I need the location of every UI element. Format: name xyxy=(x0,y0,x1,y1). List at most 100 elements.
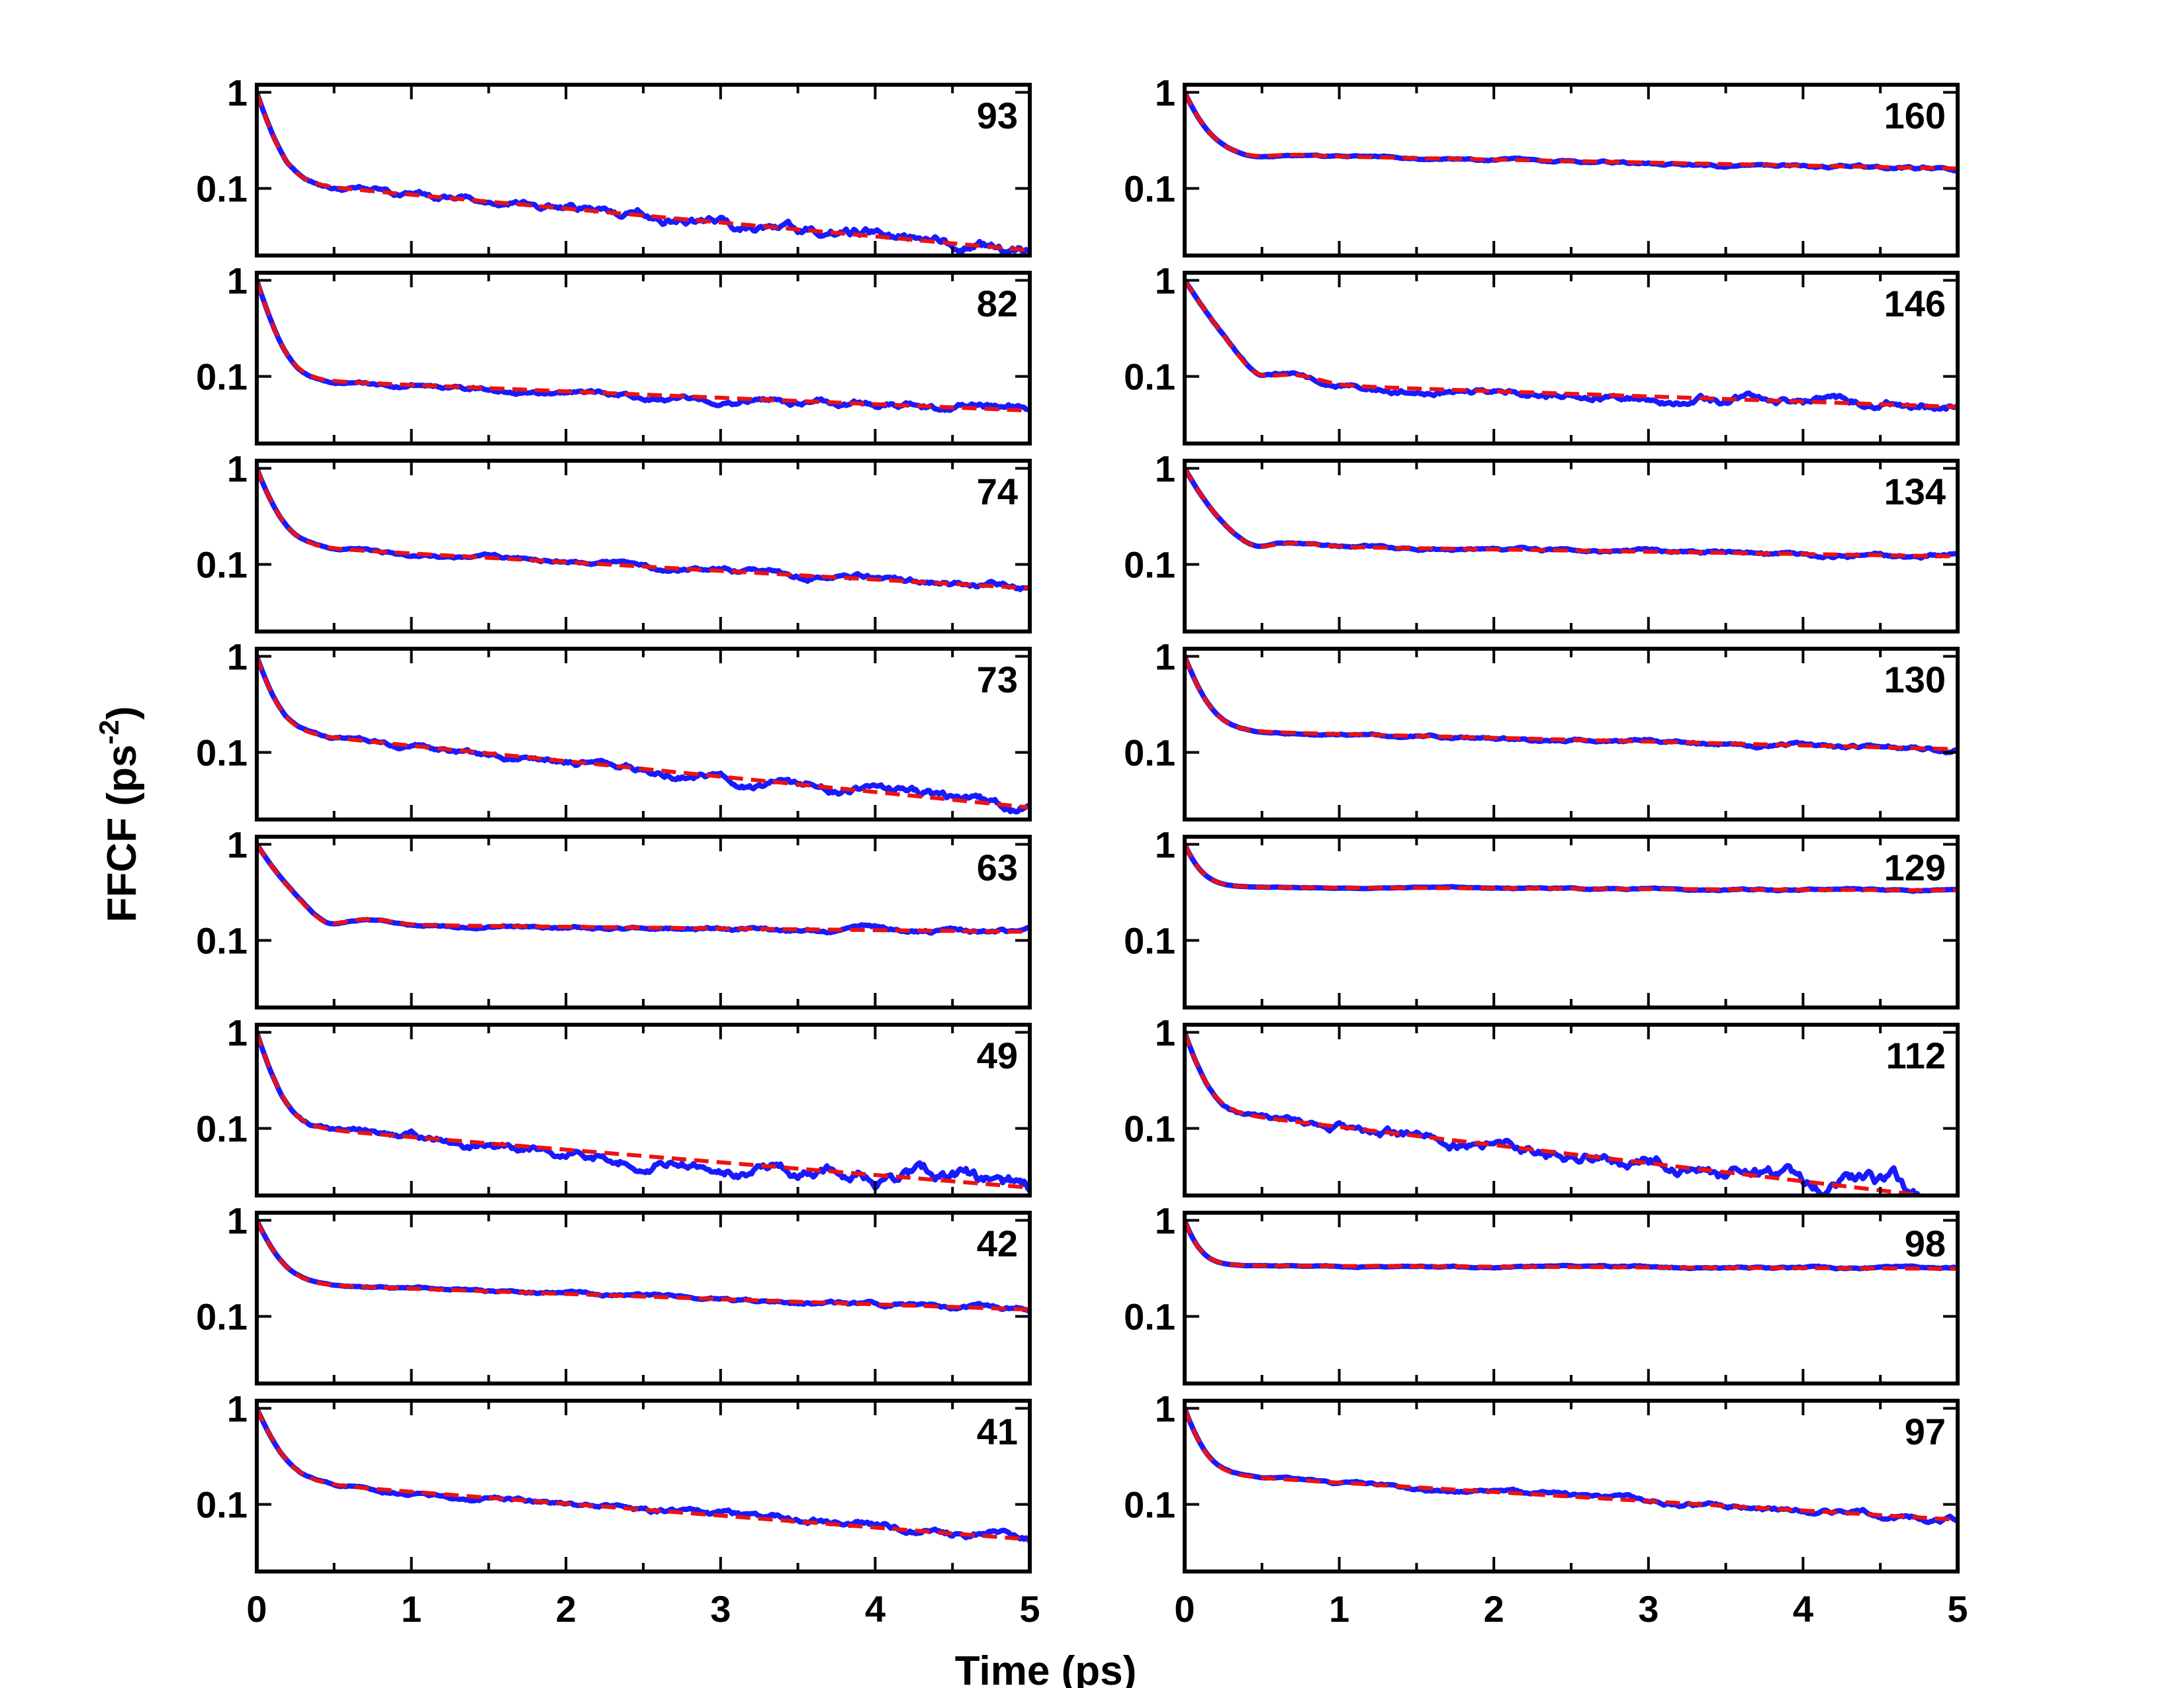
simulation-line-160 xyxy=(1185,89,1958,173)
fit-line-63 xyxy=(257,843,1030,934)
panel-97: 1 0.1 97 0 1 2 3 4 5 xyxy=(1124,1387,1968,1630)
panel-frame-98 xyxy=(1183,1211,1960,1385)
panel-label-73: 73 xyxy=(977,659,1018,700)
y-tick-label: 0.1 xyxy=(196,1108,248,1150)
panel-label-82: 82 xyxy=(977,283,1018,324)
panel-frame-93 xyxy=(255,83,1032,258)
fit-line-73 xyxy=(257,655,1030,810)
panel-label-97: 97 xyxy=(1905,1411,1946,1452)
fit-line-112 xyxy=(1185,1031,1941,1196)
panel-label-74: 74 xyxy=(977,471,1018,512)
panel-label-160: 160 xyxy=(1884,95,1946,136)
y-tick-label: 1 xyxy=(1155,71,1175,113)
y-tick-label: 0.1 xyxy=(196,356,248,398)
panel-74: 1 0.1 74 xyxy=(196,447,1032,633)
x-tick-label: 2 xyxy=(556,1588,576,1630)
y-tick-label: 1 xyxy=(1155,635,1175,677)
fit-line-82 xyxy=(257,279,1030,413)
simulation-line-129 xyxy=(1185,841,1958,894)
fit-line-146 xyxy=(1185,279,1958,409)
y-tick-label: 1 xyxy=(1155,1387,1175,1429)
y-tick-label: 1 xyxy=(1155,447,1175,489)
x-tick-label: 3 xyxy=(710,1588,731,1630)
y-tick-label: 1 xyxy=(227,635,248,677)
simulation-line-74 xyxy=(257,465,1030,592)
panel-frame-74 xyxy=(255,459,1032,633)
panel-160: 1 0.1 160 xyxy=(1124,71,1960,258)
fit-line-42 xyxy=(257,1219,1030,1312)
x-tick-label: 0 xyxy=(1174,1588,1195,1630)
y-tick-label: 0.1 xyxy=(1124,920,1175,962)
x-tick-label: 2 xyxy=(1484,1588,1504,1630)
panel-42: 1 0.1 42 xyxy=(196,1199,1032,1385)
fit-line-74 xyxy=(257,467,1030,590)
x-tick-label: 4 xyxy=(1793,1588,1813,1630)
panel-130: 1 0.1 130 xyxy=(1124,635,1960,821)
panel-146: 1 0.1 146 xyxy=(1124,259,1960,445)
fit-line-130 xyxy=(1185,655,1958,751)
panel-frame-129 xyxy=(1183,835,1960,1009)
y-tick-label: 0.1 xyxy=(196,920,248,962)
simulation-line-73 xyxy=(257,653,1030,815)
panel-label-42: 42 xyxy=(977,1223,1018,1264)
fit-line-97 xyxy=(1185,1407,1958,1522)
fit-line-49 xyxy=(257,1031,1030,1190)
y-tick-label: 0.1 xyxy=(196,1296,248,1338)
panel-frame-112 xyxy=(1183,1023,1960,1197)
y-tick-label: 1 xyxy=(227,1199,248,1241)
y-axis-title-main: FFCF (ps xyxy=(99,745,145,923)
panel-label-146: 146 xyxy=(1884,283,1946,324)
panel-frame-97 xyxy=(1183,1399,1960,1573)
x-tick-label: 5 xyxy=(1947,1588,1968,1630)
x-tick-label: 4 xyxy=(865,1588,886,1630)
y-tick-label: 0.1 xyxy=(1124,544,1175,586)
y-tick-label: 1 xyxy=(1155,1199,1175,1241)
simulation-line-134 xyxy=(1185,465,1958,561)
y-tick-label: 1 xyxy=(227,71,248,113)
y-tick-label: 0.1 xyxy=(196,168,248,210)
panel-label-130: 130 xyxy=(1884,659,1946,700)
panel-label-63: 63 xyxy=(977,847,1018,888)
panel-frame-160 xyxy=(1183,83,1960,258)
simulation-line-93 xyxy=(257,89,1030,256)
y-tick-label: 1 xyxy=(227,447,248,489)
fit-line-129 xyxy=(1185,843,1958,893)
simulation-line-41 xyxy=(257,1405,1030,1544)
fit-line-98 xyxy=(1185,1219,1958,1271)
fit-line-93 xyxy=(257,91,1030,253)
y-tick-label: 1 xyxy=(227,823,248,865)
y-tick-label: 1 xyxy=(227,259,248,301)
panel-label-134: 134 xyxy=(1884,471,1946,512)
simulation-line-97 xyxy=(1185,1405,1958,1525)
panel-label-49: 49 xyxy=(977,1035,1018,1076)
panel-label-41: 41 xyxy=(977,1411,1018,1452)
y-tick-label: 0.1 xyxy=(1124,168,1175,210)
simulation-line-112 xyxy=(1185,1029,1922,1196)
panel-134: 1 0.1 134 xyxy=(1124,447,1960,633)
panel-73: 1 0.1 73 xyxy=(196,635,1032,821)
panel-41: 1 0.1 41 0 1 2 3 4 5 xyxy=(196,1387,1040,1630)
simulation-line-98 xyxy=(1185,1217,1958,1272)
y-tick-label: 0.1 xyxy=(1124,1108,1175,1150)
fit-line-134 xyxy=(1185,467,1958,559)
x-tick-label: 0 xyxy=(246,1588,267,1630)
x-tick-label: 1 xyxy=(1329,1588,1349,1630)
y-tick-label: 0.1 xyxy=(1124,1296,1175,1338)
y-tick-label: 1 xyxy=(1155,823,1175,865)
panel-63: 1 0.1 63 xyxy=(196,823,1032,1009)
panel-129: 1 0.1 129 xyxy=(1124,823,1960,1009)
simulation-line-49 xyxy=(257,1029,1030,1194)
simulation-line-146 xyxy=(1185,277,1958,412)
x-axis-title: Time (ps) xyxy=(955,1648,1136,1688)
x-tick-label: 3 xyxy=(1638,1588,1659,1630)
panel-49: 1 0.1 49 xyxy=(196,1011,1032,1197)
panel-82: 1 0.1 82 xyxy=(196,259,1032,445)
y-axis-title-close: ) xyxy=(99,706,145,720)
y-axis-title-superscript: -2 xyxy=(93,720,124,744)
y-tick-label: 1 xyxy=(1155,259,1175,301)
panel-label-112: 112 xyxy=(1886,1035,1946,1076)
panel-98: 1 0.1 98 xyxy=(1124,1199,1960,1385)
simulation-line-130 xyxy=(1185,653,1958,756)
panel-112: 1 0.1 112 xyxy=(1124,1011,1960,1197)
